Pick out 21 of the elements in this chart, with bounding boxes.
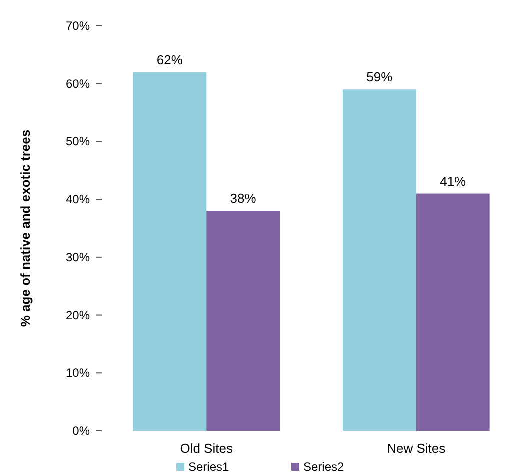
y-tick-label: 70% [66,19,90,33]
y-tick-label: 20% [66,308,90,322]
y-tick-label: 60% [66,76,90,91]
y-tick-label: 30% [66,250,90,264]
y-tick-label: 10% [66,366,90,380]
bar [206,211,280,431]
data-label: 38% [230,191,257,206]
data-label: 62% [156,52,184,68]
data-label: 41% [440,174,467,189]
bar [342,90,416,431]
y-tick-label: 0% [72,424,90,438]
legend-label: Series2 [304,460,345,473]
y-tick-label: 50% [66,134,90,149]
y-tick-label: 40% [66,192,90,207]
bar [416,194,490,431]
data-label: 59% [366,70,394,85]
legend-label: Series1 [188,460,230,473]
x-tick-label: New Sites [387,441,446,456]
y-axis-title: % age of native and exotic trees [18,130,33,328]
x-tick-label: Old Sites [180,441,234,456]
bar [133,72,207,431]
